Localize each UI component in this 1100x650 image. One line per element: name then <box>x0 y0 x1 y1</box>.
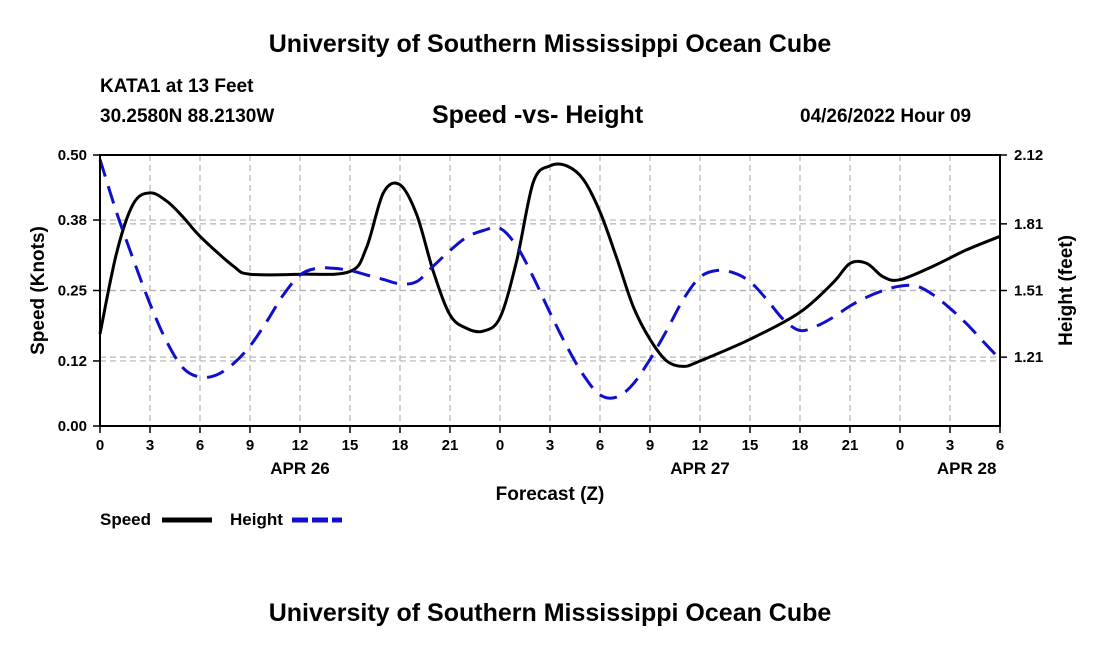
x-tick-label: 12 <box>292 437 309 454</box>
x-tick-label: 18 <box>392 437 409 454</box>
x-axis-title: Forecast (Z) <box>496 484 605 505</box>
y-tick-label: 0.25 <box>58 283 87 300</box>
x-tick-label: 3 <box>146 437 154 454</box>
datestamp-label: 04/26/2022 Hour 09 <box>800 106 972 127</box>
x-tick-label: 3 <box>546 437 554 454</box>
x-tick-label: 21 <box>842 437 859 454</box>
x-tick-label: 18 <box>792 437 809 454</box>
legend-speed-label: Speed <box>100 510 151 529</box>
legend-height-label: Height <box>230 510 283 529</box>
x-tick-label: 6 <box>196 437 204 454</box>
x-tick-label: 0 <box>896 437 904 454</box>
grid-lines <box>100 154 1000 426</box>
y-axis-title: Speed (Knots) <box>28 226 49 355</box>
x-tick-label: 0 <box>496 437 504 454</box>
height-series-line <box>98 158 1002 400</box>
y-tick-label: 0.00 <box>58 418 87 435</box>
x-tick-label: 3 <box>946 437 954 454</box>
axis-ticks: 0 3 6 9 12 15 18 21 0 3 6 9 12 15 18 21 0 3 6 APR 26 APR 27 A… <box>58 147 1043 478</box>
date-label: APR 27 <box>670 459 730 478</box>
x-tick-label: 6 <box>996 437 1004 454</box>
x-tick-label: 6 <box>596 437 604 454</box>
station-label: KATA1 at 13 Feet <box>100 76 254 97</box>
x-tick-label: 0 <box>96 437 104 454</box>
y2-tick-label: 1.81 <box>1014 216 1043 233</box>
legend: Speed Height <box>100 510 342 529</box>
y2-tick-label: 1.21 <box>1014 349 1043 366</box>
date-label: APR 28 <box>937 459 997 478</box>
chart-title: Speed -vs- Height <box>432 101 644 129</box>
y2-tick-label: 1.51 <box>1014 283 1043 300</box>
y-tick-label: 0.38 <box>58 212 87 229</box>
y-tick-label: 0.12 <box>58 353 87 370</box>
y2-axis-title: Height (feet) <box>1056 235 1077 346</box>
x-tick-label: 15 <box>342 437 359 454</box>
x-tick-label: 9 <box>646 437 654 454</box>
x-tick-label: 9 <box>246 437 254 454</box>
speed-series-line <box>98 162 1001 368</box>
x-tick-label: 12 <box>692 437 709 454</box>
date-label: APR 26 <box>270 459 330 478</box>
y2-tick-label: 2.12 <box>1014 147 1043 164</box>
coordinates-label: 30.2580N 88.2130W <box>100 106 275 127</box>
series-lines <box>98 158 1002 400</box>
x-tick-label: 15 <box>742 437 759 454</box>
y-tick-label: 0.50 <box>58 147 87 164</box>
footer-title: University of Southern Mississippi Ocean… <box>268 599 832 627</box>
main-title: University of Southern Mississippi Ocean… <box>268 30 832 58</box>
x-tick-label: 21 <box>442 437 459 454</box>
